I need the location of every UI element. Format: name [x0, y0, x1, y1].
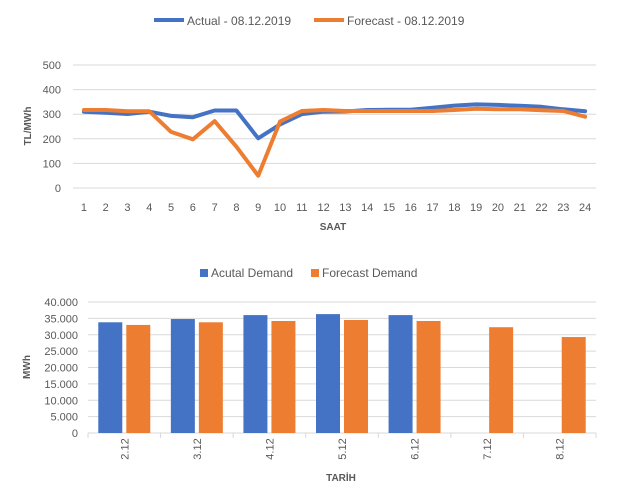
bar-x-tick-label: 6.12	[410, 438, 422, 459]
actual-demand-bar	[170, 319, 195, 433]
line-x-tick-label: 8	[233, 202, 239, 214]
bar-y-tick-label: 20.000	[44, 363, 78, 375]
bar-y-tick-label: 25.000	[44, 346, 78, 358]
bar-gridlines	[87, 301, 597, 438]
line-x-tick-label: 2	[103, 202, 109, 214]
line-x-tick-label: 10	[274, 202, 286, 214]
actual-demand-bar	[316, 314, 340, 433]
line-y-tick-labels: 0 100 200 300 400 500	[43, 60, 61, 195]
line-x-tick-label: 21	[514, 202, 526, 214]
legend-label-actual-demand: Acutal Demand	[211, 266, 293, 280]
bar-x-tick-label: 5.12	[337, 438, 349, 459]
bar-x-tick-label: 3.12	[192, 438, 204, 459]
line-y-tick-label: 300	[43, 109, 61, 121]
line-x-tick-labels: 1 2 3 4 5 6 7 8 9 10 11 12 13 14 15 16 17 18 19 20 21 22 23 24	[81, 202, 591, 214]
line-x-tick-label: 24	[579, 202, 591, 214]
legend-swatch-forecast-demand	[311, 269, 319, 277]
bar-x-tick-label: 2.12	[119, 438, 131, 459]
line-x-tick-label: 5	[168, 202, 174, 214]
actual-demand-bar	[388, 315, 413, 433]
line-x-tick-label: 22	[535, 202, 547, 214]
legend-label-forecast: Forecast - 08.12.2019	[347, 14, 465, 28]
line-x-tick-label: 6	[190, 202, 196, 214]
line-y-axis-title: TL/MWh	[23, 107, 34, 146]
line-x-tick-label: 4	[146, 202, 152, 214]
line-legend: Actual - 08.12.2019 Forecast - 08.12.201…	[154, 14, 465, 28]
line-x-tick-label: 15	[383, 202, 395, 214]
line-x-tick-label: 9	[255, 202, 261, 214]
line-x-tick-label: 14	[361, 202, 373, 214]
line-y-tick-label: 0	[55, 183, 61, 195]
bar-y-tick-label: 35.000	[44, 313, 78, 325]
line-x-tick-label: 18	[448, 202, 460, 214]
line-x-tick-label: 23	[557, 202, 569, 214]
bar-y-tick-labels: 0 5.000 10.000 15.000 20.000 25.000 30.000 35.0…	[44, 297, 78, 440]
legend-label-actual: Actual - 08.12.2019	[187, 14, 291, 28]
line-y-tick-label: 400	[43, 85, 61, 97]
line-x-tick-label: 13	[339, 202, 351, 214]
bar-y-tick-label: 0	[72, 428, 78, 440]
line-x-axis-title: SAAT	[320, 222, 346, 233]
line-chart: Actual - 08.12.2019 Forecast - 08.12.201…	[23, 14, 596, 233]
line-x-tick-label: 20	[492, 202, 504, 214]
line-x-tick-label: 12	[317, 202, 329, 214]
line-gridlines	[73, 64, 596, 189]
bar-x-tick-label: 8.12	[555, 438, 567, 459]
legend-swatch-actual-demand	[200, 269, 208, 277]
bar-x-tick-label: 7.12	[482, 438, 494, 459]
line-x-tick-label: 16	[405, 202, 417, 214]
bar-series-group	[98, 314, 586, 433]
line-x-tick-label: 7	[212, 202, 218, 214]
bar-x-tick-labels: 2.12 3.12 4.12 5.12 6.12 7.12 8.12	[119, 438, 566, 459]
line-series-group	[81, 102, 588, 178]
legend-label-forecast-demand: Forecast Demand	[322, 266, 417, 280]
forecast-demand-bar	[489, 327, 514, 433]
forecast-price-line	[81, 106, 588, 178]
bar-chart: Acutal Demand Forecast Demand 0 5.000 10.0…	[22, 266, 597, 484]
line-x-tick-label: 17	[426, 202, 438, 214]
forecast-demand-bar	[344, 320, 368, 433]
bar-x-axis-title: TARİH	[326, 471, 356, 484]
actual-demand-bar	[243, 315, 268, 433]
forecast-demand-bar	[416, 320, 441, 433]
line-y-tick-label: 500	[43, 60, 61, 72]
bar-y-tick-label: 10.000	[44, 395, 78, 407]
actual-demand-bar	[98, 322, 123, 433]
forecast-demand-bar	[271, 320, 296, 433]
line-x-tick-label: 19	[470, 202, 482, 214]
line-x-tick-label: 1	[81, 202, 87, 214]
forecast-demand-bar	[198, 322, 223, 433]
forecast-demand-bar	[561, 337, 586, 433]
line-y-tick-label: 100	[43, 158, 61, 170]
line-y-tick-label: 200	[43, 134, 61, 146]
bar-y-tick-label: 30.000	[44, 330, 78, 342]
bar-y-tick-label: 5.000	[50, 412, 78, 424]
line-x-tick-label: 11	[296, 202, 307, 214]
bar-y-tick-label: 15.000	[44, 379, 78, 391]
bar-x-tick-label: 4.12	[264, 438, 276, 459]
bar-legend: Acutal Demand Forecast Demand	[200, 266, 417, 280]
forecast-demand-bar	[126, 324, 151, 433]
bar-y-axis-title: MWh	[22, 355, 33, 379]
line-x-tick-label: 3	[124, 202, 130, 214]
bar-y-tick-label: 40.000	[44, 297, 78, 309]
